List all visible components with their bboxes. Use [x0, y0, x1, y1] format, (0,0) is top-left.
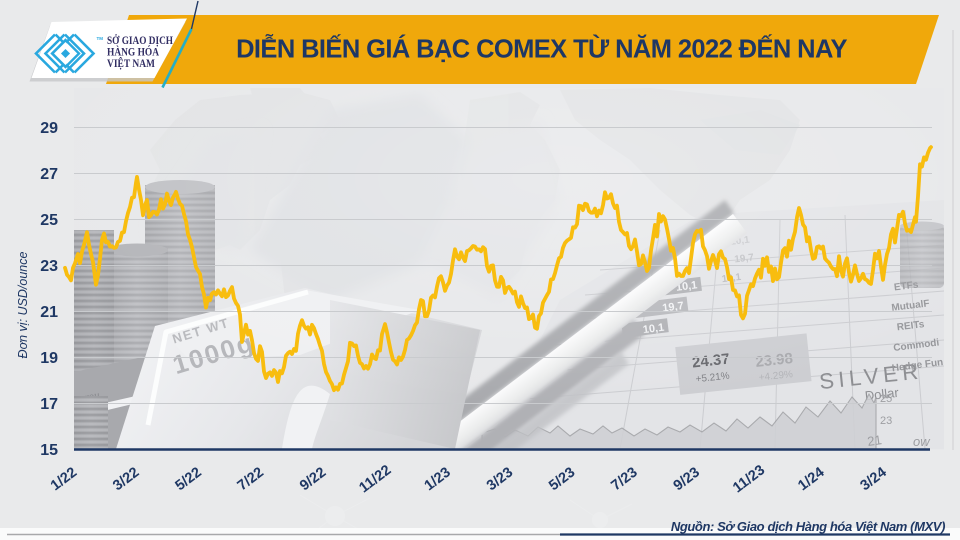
svg-text:Đơn vị: USD/ounce: Đơn vị: USD/ounce [16, 252, 30, 359]
svg-text:TM: TM [97, 36, 104, 41]
svg-text:DIỄN BIẾN GIÁ BẠC COMEX TỪ NĂM: DIỄN BIẾN GIÁ BẠC COMEX TỪ NĂM 2022 ĐẾN … [236, 34, 847, 64]
svg-text:21: 21 [40, 304, 58, 321]
svg-text:15: 15 [40, 442, 58, 459]
svg-text:19: 19 [40, 350, 58, 367]
svg-text:29: 29 [40, 120, 58, 137]
svg-text:Nguồn: Sở Giao dịch Hàng hóa V: Nguồn: Sở Giao dịch Hàng hóa Việt Nam (M… [671, 519, 945, 534]
svg-text:SỞ GIAO DỊCH: SỞ GIAO DỊCH [107, 33, 174, 47]
svg-text:HÀNG HÓA: HÀNG HÓA [107, 45, 159, 59]
svg-text:17: 17 [40, 396, 58, 413]
svg-text:VIỆT NAM: VIỆT NAM [107, 56, 155, 70]
svg-text:23: 23 [40, 258, 58, 275]
svg-text:27: 27 [40, 166, 58, 183]
svg-text:25: 25 [40, 212, 58, 229]
